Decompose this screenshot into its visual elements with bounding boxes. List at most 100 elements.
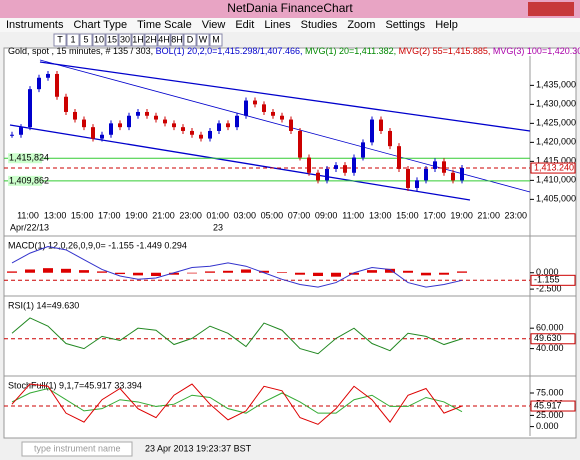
time-label: 17:00 — [98, 210, 121, 220]
toolbar-button[interactable] — [92, 33, 106, 47]
candle — [397, 146, 401, 169]
macd-bar — [187, 272, 197, 274]
macd-bar — [331, 272, 341, 277]
menu-item[interactable]: Chart Type — [73, 19, 127, 31]
menu-item[interactable]: Time Scale — [137, 19, 192, 31]
channel-line — [9, 124, 471, 201]
candle — [199, 134, 203, 139]
toolbar-button[interactable] — [209, 33, 223, 47]
macd-bar — [439, 272, 449, 275]
macd-bar — [277, 272, 287, 273]
toolbar-button[interactable] — [105, 33, 119, 47]
panel-tick-label: 0.000 — [536, 421, 559, 431]
trend-line — [39, 59, 531, 193]
candle — [415, 180, 419, 188]
candle — [28, 89, 32, 128]
candle — [46, 73, 50, 78]
candle — [451, 172, 455, 181]
candle — [136, 111, 140, 116]
menu-item[interactable]: View — [202, 19, 226, 31]
toolbar-button-label: 4H — [158, 34, 170, 44]
candle — [370, 119, 374, 143]
candle — [55, 73, 59, 97]
time-label: 15:00 — [396, 210, 419, 220]
time-label: 15:00 — [71, 210, 94, 220]
menu-item[interactable]: Studies — [301, 19, 338, 31]
toolbar-button[interactable] — [53, 33, 67, 47]
stoch-d-line — [11, 387, 463, 414]
candle — [154, 115, 158, 120]
status-bar — [4, 440, 576, 458]
macd-bar — [223, 270, 233, 273]
time-label: 17:00 — [423, 210, 446, 220]
last-value-box — [530, 274, 576, 286]
candle — [118, 123, 122, 128]
toolbar-button-label: 15 — [107, 34, 117, 44]
macd-bar — [385, 268, 395, 273]
macd-bar — [79, 270, 89, 273]
toolbar-button-label: 30 — [120, 34, 130, 44]
panel-tick-label: 75.000 — [536, 387, 564, 397]
last-price-label: 1,413.240 — [534, 162, 574, 172]
input-placeholder: type instrument name — [34, 443, 121, 453]
toolbar-button[interactable] — [170, 33, 184, 47]
panel-label: StochFull(1) 9,1,7=45.917 33.394 — [8, 380, 142, 390]
instrument-input[interactable] — [21, 441, 133, 457]
macd-bar — [115, 272, 125, 275]
candle — [82, 119, 86, 128]
candle — [424, 168, 428, 181]
menu-bar — [0, 18, 580, 32]
time-label: 01:00 — [206, 210, 229, 220]
time-label: 23:00 — [179, 210, 202, 220]
time-label: 21:00 — [152, 210, 175, 220]
macd-bar — [7, 271, 17, 273]
title-bar — [0, 0, 580, 18]
macd-bar — [241, 269, 251, 273]
macd-line — [11, 246, 463, 288]
close-button[interactable] — [528, 2, 574, 16]
toolbar-button[interactable] — [131, 33, 145, 47]
header-part: BOL(1) 20,2,0=1,415.298/1,407.466, — [156, 46, 305, 56]
candle — [262, 104, 266, 112]
macd-bar — [205, 271, 215, 273]
menu-item[interactable]: Lines — [264, 19, 291, 31]
status-time: 23 Apr 2013 19:23:37 BST — [145, 443, 252, 453]
date-label: 23 — [213, 222, 223, 232]
rsi-line — [11, 317, 463, 355]
toolbar-button-label: 2H — [145, 34, 157, 44]
candle — [181, 127, 185, 131]
stoch-k-line — [11, 383, 463, 425]
menu-item[interactable]: Help — [435, 19, 458, 31]
toolbar-button[interactable] — [118, 33, 132, 47]
price-tick-label: 1,425,000 — [536, 118, 576, 128]
panel-tick-label: -2.500 — [536, 283, 562, 293]
macd-bar — [313, 272, 323, 277]
toolbar-button[interactable] — [79, 33, 93, 47]
last-value-box — [530, 400, 576, 412]
macd-bar — [457, 271, 467, 273]
macd-bar — [349, 272, 359, 275]
toolbar-button[interactable] — [66, 33, 80, 47]
menu-item[interactable]: Edit — [235, 19, 254, 31]
date-label: Apr/22/13 — [10, 222, 49, 232]
candle — [163, 119, 167, 124]
macd-bar — [61, 268, 71, 273]
menu-item[interactable]: Zoom — [347, 19, 375, 31]
toolbar-button-label: T — [57, 34, 63, 44]
menu-item[interactable]: Instruments — [6, 19, 64, 31]
header-part: MVG(2) 55=1,415.885, — [399, 46, 493, 56]
price-tick-label: 1,430,000 — [536, 99, 576, 109]
time-label: 03:00 — [234, 210, 257, 220]
toolbar-button[interactable] — [157, 33, 171, 47]
header-part: MVG(3) 100=1,420.305 — [493, 46, 580, 56]
toolbar-button[interactable] — [196, 33, 210, 47]
last-value-label: 49.630 — [534, 333, 562, 343]
menu-item[interactable]: Settings — [385, 19, 425, 31]
macd-bar — [295, 272, 305, 275]
toolbar-button[interactable] — [144, 33, 158, 47]
time-label: 05:00 — [261, 210, 284, 220]
time-label: 11:00 — [17, 210, 39, 220]
candle — [19, 127, 23, 135]
panel-tick-label: 60.000 — [536, 323, 564, 333]
toolbar-button[interactable] — [183, 33, 197, 47]
